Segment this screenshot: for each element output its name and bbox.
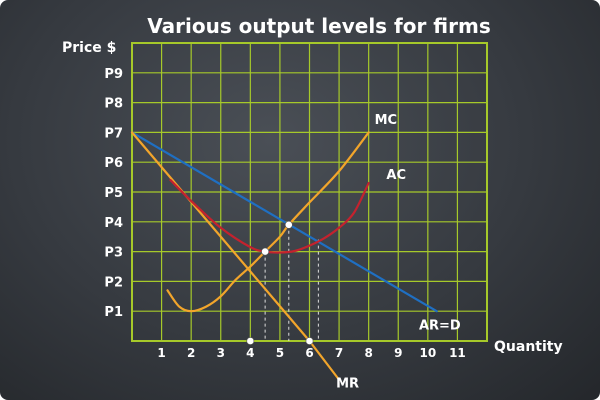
y-tick-label: P6 [104, 156, 123, 171]
y-tick-label: P2 [104, 275, 123, 290]
drop-lines [264, 224, 319, 341]
chart-title: Various output levels for firms [147, 14, 491, 38]
y-tick-label: P7 [104, 126, 123, 141]
curve-label: MR [336, 377, 359, 392]
grid [131, 42, 488, 342]
series-mc-line [166, 131, 370, 313]
x-tick-label: 11 [449, 346, 466, 360]
y-tick-label: P8 [104, 97, 123, 112]
point-marker [261, 247, 270, 256]
tick-labels: 1 2 3 4 5 6 7 8 9 10 11 P1 P2 P3 P4 P5 P6 P7 P8 P9 [104, 67, 465, 360]
markers [246, 220, 314, 345]
curve-label: AR=D [419, 319, 461, 334]
curve-label: MC [375, 113, 397, 128]
x-axis-label: Quantity [494, 339, 563, 355]
x-tick-label: 2 [187, 346, 195, 360]
x-tick-label: 7 [335, 346, 343, 360]
x-tick-label: 4 [246, 346, 254, 360]
x-tick-label: 6 [305, 346, 313, 360]
x-tick-label: 1 [157, 346, 165, 360]
y-tick-label: P4 [104, 216, 123, 231]
x-tick-label: 5 [276, 346, 284, 360]
x-tick-label: 3 [217, 346, 225, 360]
y-tick-label: P1 [104, 305, 123, 320]
x-tick-label: 8 [364, 346, 372, 360]
y-tick-label: P9 [104, 67, 123, 82]
y-tick-label: P3 [104, 246, 123, 261]
x-tick-label: 9 [394, 346, 402, 360]
curve-labels: MC AC AR=D MR [336, 113, 461, 392]
point-marker [246, 337, 255, 345]
y-tick-label: P5 [104, 186, 123, 201]
point-marker [305, 337, 314, 345]
series-ac-line [169, 178, 370, 254]
y-axis-label: Price $ [62, 40, 116, 56]
series-ar-d-line [130, 131, 438, 313]
point-marker [284, 220, 293, 229]
x-tick-label: 10 [419, 346, 436, 360]
curve-label: AC [386, 168, 406, 183]
